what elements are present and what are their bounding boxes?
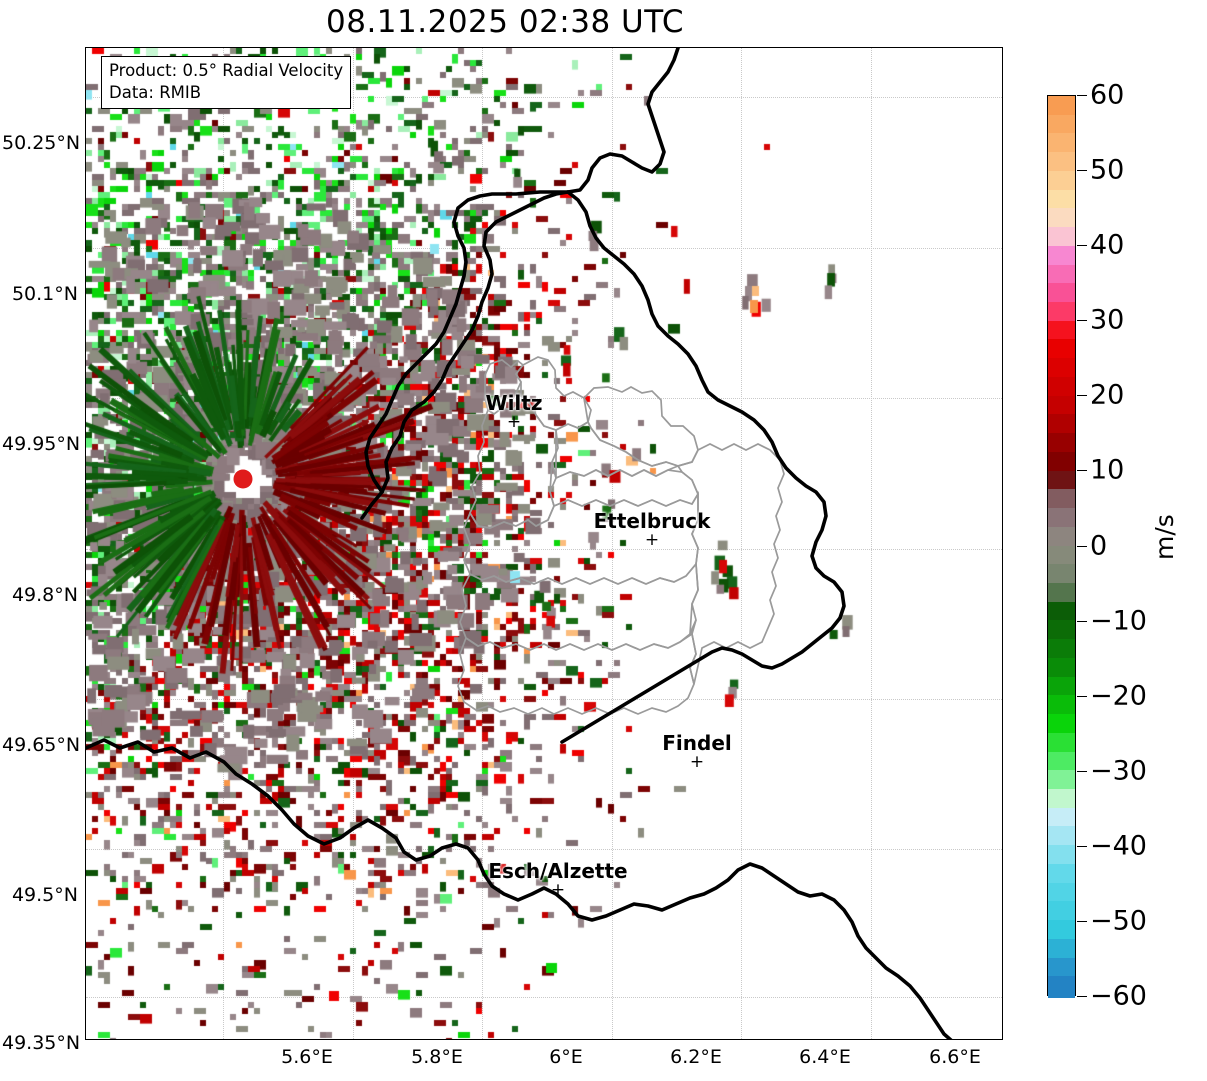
colorbar-tick [1077,845,1087,847]
colorbar-tick-label: 40 [1090,229,1125,261]
colorbar-tick-label: 60 [1090,79,1125,111]
colorbar-tick [1077,996,1087,997]
radar-site-marker[interactable] [233,469,253,489]
latitude-tick-label: 49.35°N [2,1032,81,1054]
latitude-tick-label: 49.65°N [2,734,81,756]
colorbar-tick-label: −50 [1090,905,1147,937]
national-borders [86,48,953,1039]
longitude-tick-label: 6°E [549,1046,583,1068]
latitude-tick-label: 49.5°N [11,884,78,906]
product-info-box: Product: 0.5° Radial Velocity Data: RMIB [101,56,352,109]
colorbar-tick-label: 10 [1090,454,1125,486]
colorbar-tick-label: −30 [1090,755,1147,787]
colorbar-tick [1077,395,1087,397]
colorbar-tick [1077,920,1087,922]
colorbar-gradient [1048,96,1075,998]
latitude-tick-label: 50.1°N [11,283,78,305]
latitude-tick-label: 49.95°N [2,433,81,455]
longitude-tick-label: 6.6°E [929,1046,981,1068]
longitude-tick-label: 5.8°E [411,1046,463,1068]
product-line: Product: 0.5° Radial Velocity [109,61,344,80]
colorbar-tick [1077,545,1087,547]
colorbar-tick [1077,770,1087,772]
longitude-tick-label: 6.2°E [670,1046,722,1068]
colorbar-tick [1077,470,1087,472]
colorbar-tick [1077,245,1087,247]
colorbar-tick-label: −40 [1090,830,1147,862]
radar-echo-layer [86,48,1002,1039]
colorbar-tick [1077,320,1087,322]
radar-map-plot[interactable]: Wiltz + Ettelbruck + Findel + Esch/Alzet… [85,47,1003,1040]
colorbar-tick [1077,695,1087,697]
latitude-tick-label: 49.8°N [11,584,78,606]
data-line: Data: RMIB [109,82,202,102]
colorbar-tick-label: 30 [1090,304,1125,336]
colorbar-tick-label: −20 [1090,680,1147,712]
latitude-tick-label: 50.25°N [2,132,81,154]
colorbar-tick [1077,620,1087,622]
map-canvas: Wiltz + Ettelbruck + Findel + Esch/Alzet… [86,48,1002,1039]
longitude-tick-label: 6.4°E [799,1046,851,1068]
colorbar-title: m/s [1150,514,1179,560]
colorbar-tick-label: 50 [1090,154,1125,186]
colorbar-tick-label: 20 [1090,379,1125,411]
colorbar-tick [1077,95,1087,96]
map-borders-layer [86,48,953,1039]
colorbar-tick [1077,170,1087,172]
colorbar-tick-label: 0 [1090,530,1108,561]
longitude-tick-label: 5.6°E [281,1046,333,1068]
colorbar-tick-label: −10 [1090,605,1147,637]
page-title: 08.11.2025 02:38 UTC [326,4,684,40]
colorbar-tick-label: −60 [1090,980,1147,1012]
colorbar[interactable] [1047,95,1076,998]
